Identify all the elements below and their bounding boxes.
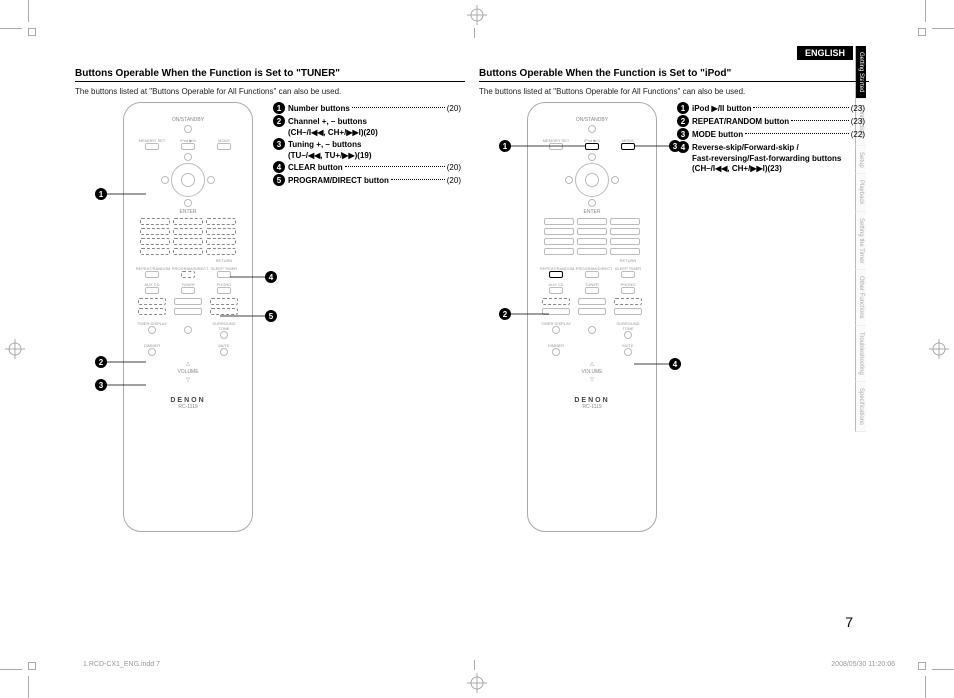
legend-item: 3MODE button(22) [677, 128, 865, 140]
legend-item: 1iPod ▶/II button(23) [677, 102, 865, 114]
reg-bottom [467, 673, 487, 693]
legend-subline: (CH–/I◀◀, CH+/▶▶I)(20) [288, 128, 461, 137]
badge-1: 1 [95, 188, 107, 200]
legend-item: 2REPEAT/RANDOM button(23) [677, 115, 865, 127]
section-tuner: Buttons Operable When the Function is Se… [75, 68, 465, 552]
page-number: 7 [845, 614, 853, 630]
footer-timestamp: 2008/05/30 11:20:06 [831, 661, 895, 668]
legend-item: 3Tuning +, – buttons [273, 138, 461, 150]
badge-2: 2 [95, 356, 107, 368]
badge-4: 4 [265, 271, 277, 283]
legend-subline: (CH–/I◀◀, CH+/▶▶I)(23) [692, 164, 865, 173]
legend-list: 1iPod ▶/II button(23)2REPEAT/RANDOM butt… [677, 102, 865, 174]
legend-subline: (TU–/◀◀, TU+/▶▶)(19) [288, 151, 461, 160]
badge-5: 5 [265, 310, 277, 322]
language-tag: ENGLISH [797, 46, 853, 60]
legend-item: 1Number buttons(20) [273, 102, 461, 114]
reg-top [467, 5, 487, 25]
legend-subline: Fast-reversing/Fast-forwarding buttons [692, 154, 865, 163]
section-subtitle: The buttons listed at "Buttons Operable … [479, 87, 869, 96]
section-title: Buttons Operable When the Function is Se… [479, 68, 869, 82]
badge-2: 2 [499, 308, 511, 320]
page-content: ENGLISH Getting StartedConnectionsSetupP… [75, 50, 895, 620]
legend-item: 4Reverse-skip/Forward-skip / [677, 141, 865, 153]
badge-4: 4 [669, 358, 681, 370]
legend-item: 2Channel +, – buttons [273, 115, 461, 127]
legend-list: 1Number buttons(20)2Channel +, – buttons… [273, 102, 461, 187]
section-title: Buttons Operable When the Function is Se… [75, 68, 465, 82]
reg-right [929, 339, 949, 359]
section-ipod: Buttons Operable When the Function is Se… [479, 68, 869, 552]
badge-1: 1 [499, 140, 511, 152]
section-subtitle: The buttons listed at "Buttons Operable … [75, 87, 465, 96]
legend-item: 5PROGRAM/DIRECT button(20) [273, 174, 461, 186]
legend-item: 4CLEAR button(20) [273, 161, 461, 173]
footer-file: 1.RCD-CX1_ENG.indd 7 [83, 661, 160, 668]
badge-3: 3 [95, 379, 107, 391]
reg-left [5, 339, 25, 359]
